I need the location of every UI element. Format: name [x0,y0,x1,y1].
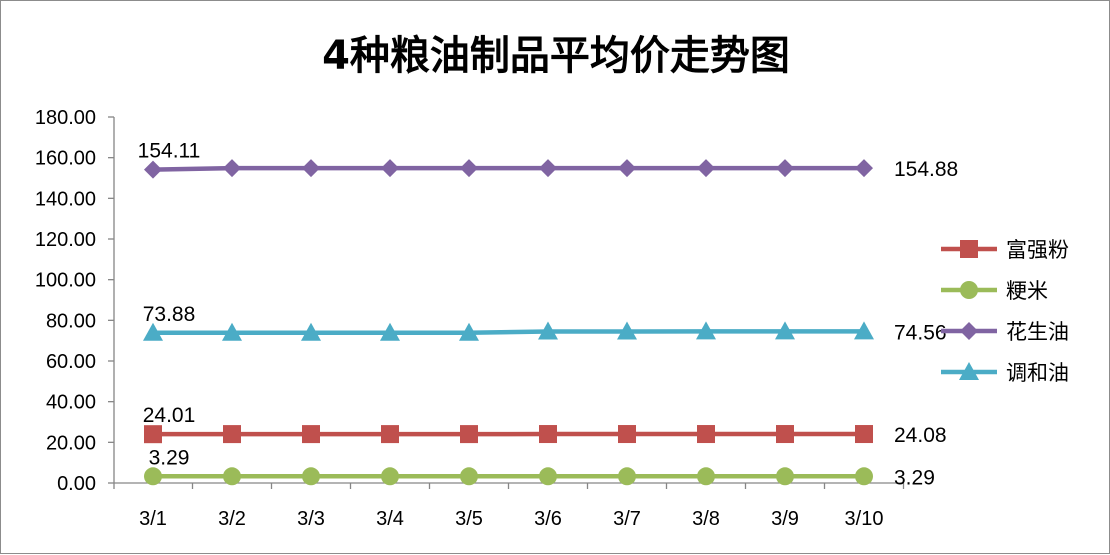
data-point [460,467,478,485]
data-label: 73.88 [143,303,196,326]
data-point [144,161,162,179]
data-point [618,467,636,485]
y-tick-label: 80.00 [46,310,96,332]
data-point [144,425,162,443]
data-point [144,467,162,485]
x-tick-label: 3/8 [692,508,720,530]
x-tick-label: 3/4 [376,508,404,530]
x-tick-label: 3/6 [534,508,562,530]
data-point [776,467,794,485]
data-point [381,425,399,443]
data-label: 24.01 [143,404,196,427]
y-tick-label: 20.00 [46,432,96,454]
data-point [855,467,873,485]
data-point [618,425,636,443]
data-point [539,467,557,485]
y-tick-label: 140.00 [35,188,96,210]
y-tick-label: 100.00 [35,270,96,292]
data-point [223,467,241,485]
y-tick-label: 160.00 [35,148,96,170]
data-point [302,467,320,485]
legend-marker [960,281,978,299]
x-tick-label: 3/7 [613,508,641,530]
series-line [153,168,864,170]
data-label: 154.88 [894,158,958,181]
y-tick-label: 0.00 [57,473,96,495]
data-label: 74.56 [894,321,947,344]
x-tick-label: 3/5 [455,508,483,530]
data-point [618,159,636,177]
data-point [776,159,794,177]
data-point [381,467,399,485]
data-point [697,467,715,485]
data-point [855,159,873,177]
y-tick-label: 40.00 [46,392,96,414]
legend-label: 富强粉 [1006,238,1069,262]
data-point [302,425,320,443]
x-tick-label: 3/2 [218,508,246,530]
legend-marker [960,322,978,340]
series-line [153,331,864,332]
data-point [460,159,478,177]
data-point [539,425,557,443]
data-point [460,425,478,443]
data-point [697,425,715,443]
data-point [223,425,241,443]
data-label: 3.29 [894,466,935,489]
data-point [776,425,794,443]
data-label: 154.11 [138,140,201,163]
data-label: 24.08 [894,424,947,447]
y-tick-label: 60.00 [46,351,96,373]
x-tick-label: 3/1 [139,508,167,530]
legend-marker [960,240,978,258]
data-label: 3.29 [149,446,190,469]
y-tick-label: 180.00 [35,107,96,129]
legend-label: 调和油 [1006,361,1069,385]
legend-label: 粳米 [1006,279,1048,303]
data-point [302,159,320,177]
data-point [855,425,873,443]
legend-label: 花生油 [1006,320,1069,344]
data-point [697,159,715,177]
x-tick-label: 3/9 [771,508,799,530]
y-tick-label: 120.00 [35,229,96,251]
x-tick-label: 3/10 [845,508,884,530]
x-tick-label: 3/3 [297,508,325,530]
data-point [381,159,399,177]
data-point [539,159,557,177]
data-point [223,159,241,177]
